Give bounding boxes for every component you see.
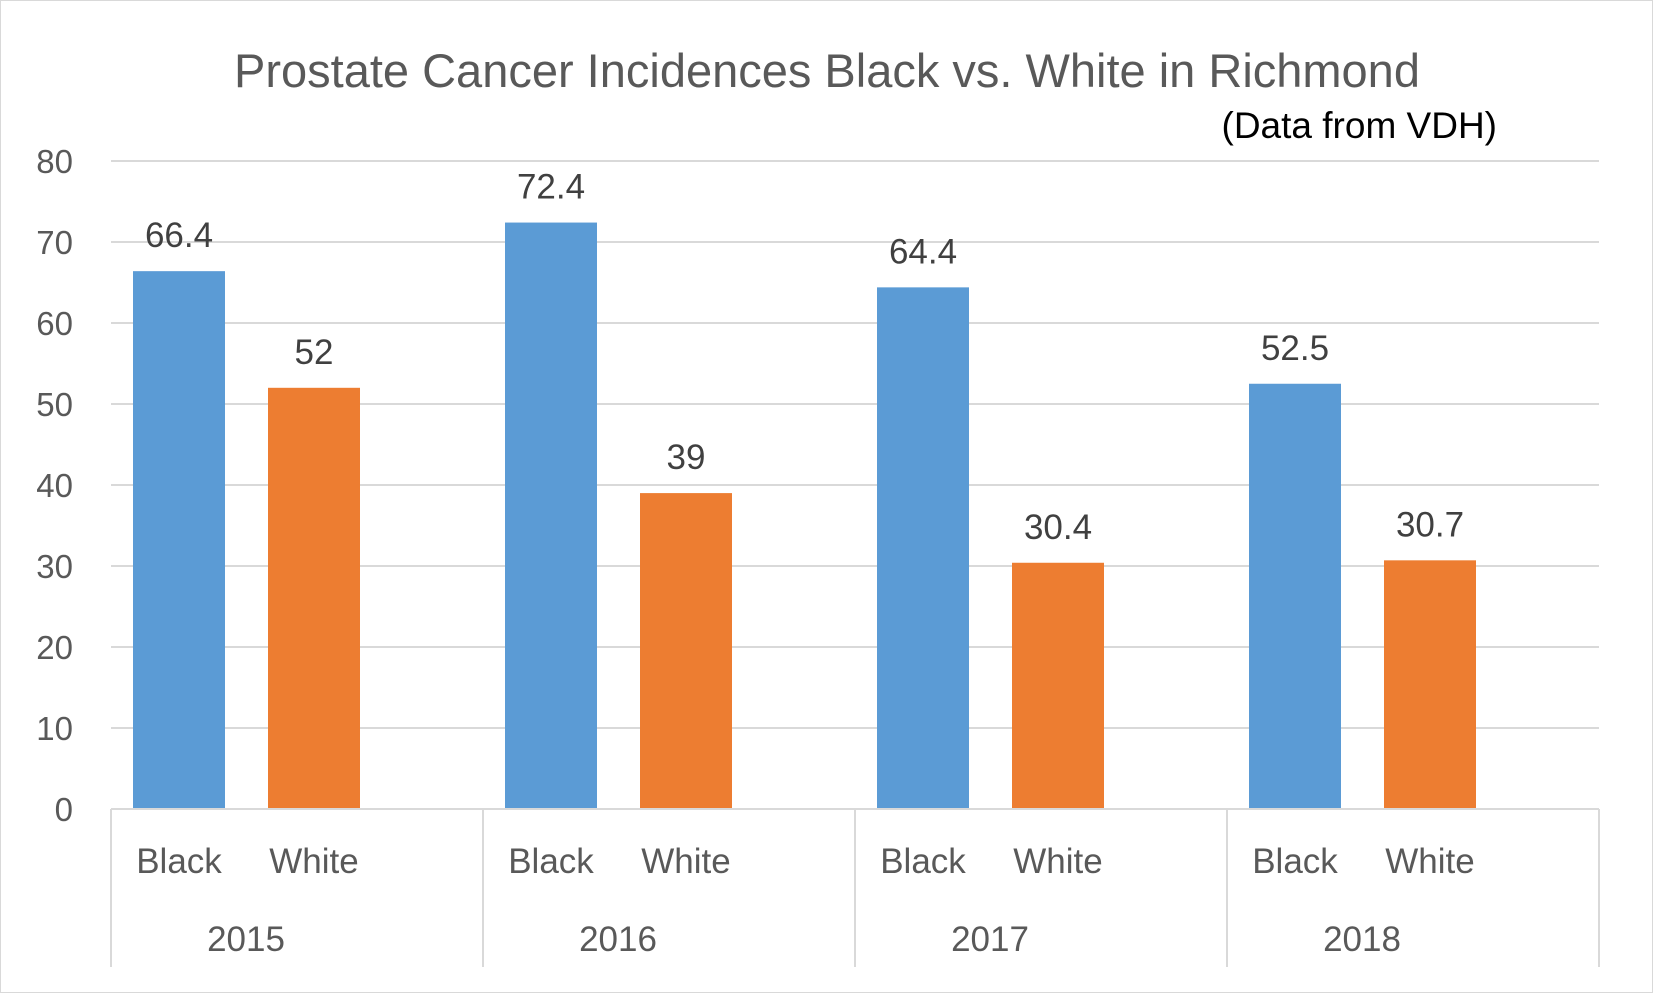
bar-white-2016: [640, 493, 732, 809]
category-label: White: [641, 842, 730, 881]
year-label: 2016: [579, 920, 657, 959]
data-label: 30.4: [1024, 508, 1092, 547]
bar-black-2017: [877, 287, 969, 809]
bar-black-2018: [1249, 383, 1341, 809]
y-tick-label: 70: [36, 224, 73, 261]
y-tick-label: 20: [36, 629, 73, 666]
bar-black-2016: [505, 222, 597, 809]
bar-black-2015: [133, 271, 225, 809]
year-label: 2017: [951, 920, 1029, 959]
bar-white-2018: [1384, 560, 1476, 809]
category-label: Black: [136, 842, 222, 881]
data-label: 52.5: [1261, 329, 1329, 368]
y-tick-label: 60: [36, 305, 73, 342]
chart-title: Prostate Cancer Incidences Black vs. Whi…: [234, 44, 1420, 97]
chart-labels: Prostate Cancer Incidences Black vs. Whi…: [36, 44, 1497, 959]
data-label: 64.4: [889, 232, 957, 271]
category-label: White: [1013, 842, 1102, 881]
category-axis: [110, 808, 1600, 967]
chart-subtitle: (Data from VDH): [1222, 105, 1497, 146]
category-label: White: [269, 842, 358, 881]
bar-white-2015: [268, 387, 360, 809]
data-label: 30.7: [1396, 505, 1464, 544]
category-label: Black: [880, 842, 966, 881]
y-tick-label: 30: [36, 548, 73, 585]
data-label: 66.4: [145, 216, 213, 255]
category-label: Black: [1252, 842, 1338, 881]
y-tick-label: 10: [36, 710, 73, 747]
data-label: 72.4: [517, 168, 585, 207]
year-label: 2015: [207, 920, 285, 959]
y-tick-label: 0: [55, 791, 73, 828]
y-tick-label: 40: [36, 467, 73, 504]
y-tick-label: 80: [36, 143, 73, 180]
category-label: Black: [508, 842, 594, 881]
year-label: 2018: [1323, 920, 1401, 959]
category-label: White: [1385, 842, 1474, 881]
y-tick-label: 50: [36, 386, 73, 423]
bars: [133, 222, 1476, 809]
data-label: 52: [295, 333, 334, 372]
bar-white-2017: [1012, 562, 1104, 809]
data-label: 39: [667, 438, 706, 477]
